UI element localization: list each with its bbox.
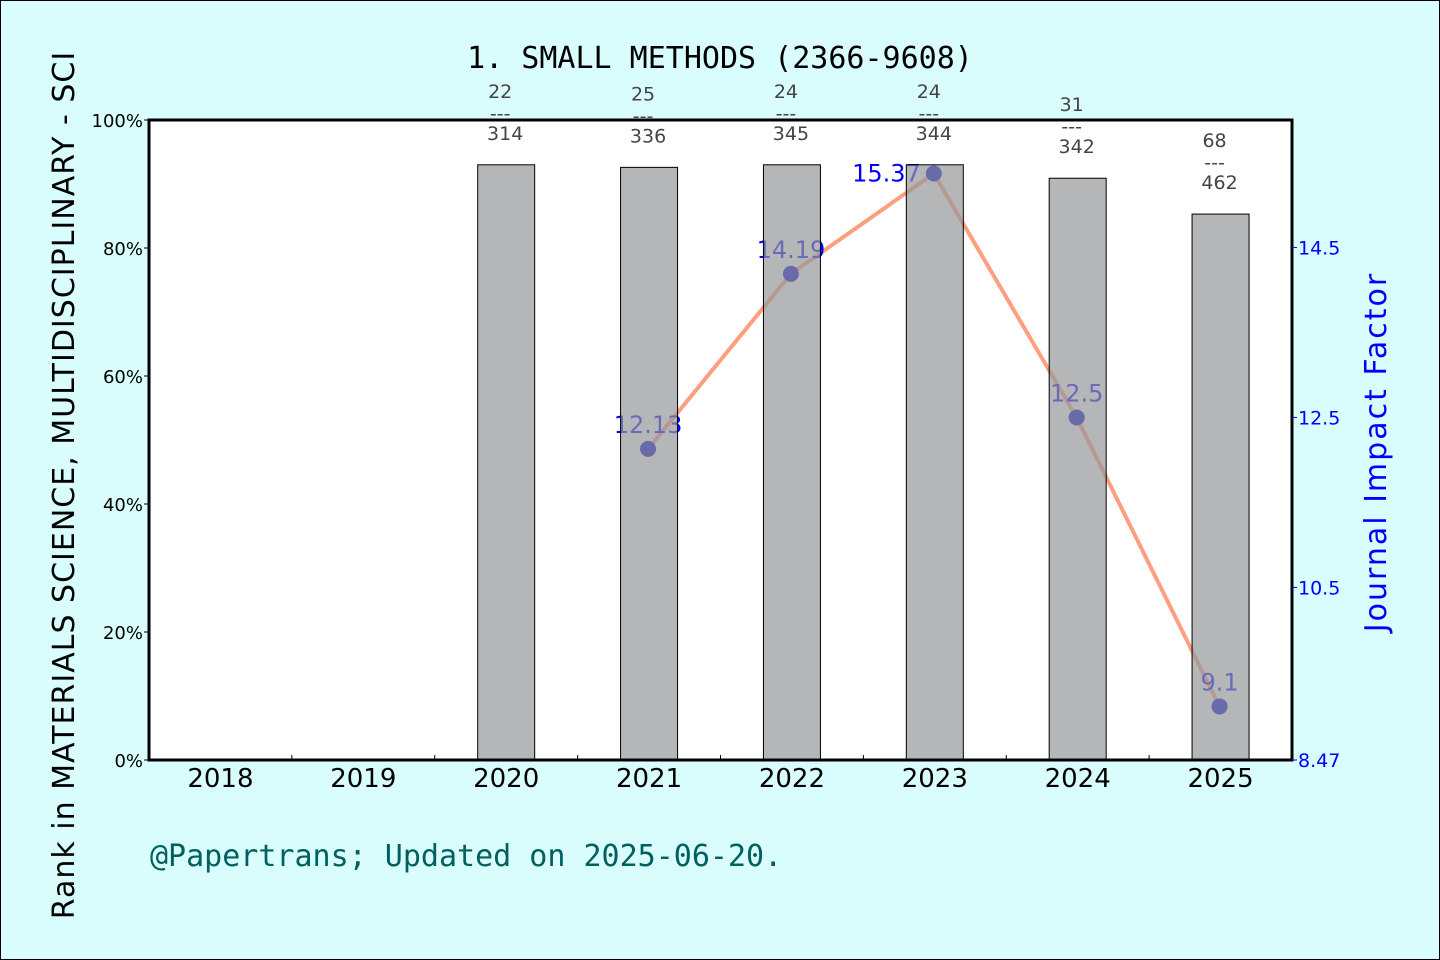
left-axis-tick-label: 60% <box>103 367 143 388</box>
right-axis-tick-label: 8.47 <box>1298 750 1340 772</box>
footer-credit: @Papertrans; Updated on 2025-06-20. <box>150 839 782 874</box>
rank-label: 68 <box>1202 130 1226 152</box>
rank-label: 31 <box>1060 94 1084 116</box>
x-axis-tick-label: 2021 <box>616 764 682 794</box>
x-axis-tick-label: 2019 <box>330 764 396 794</box>
rank-separator: --- <box>1204 152 1225 174</box>
left-axis-tick-label: 80% <box>103 239 143 260</box>
chart-title: 1. SMALL METHODS (2366-9608) <box>467 41 973 76</box>
plot-area <box>149 120 1292 760</box>
left-axis-tick-label: 20% <box>103 623 143 644</box>
x-axis-tick-label: 2022 <box>759 764 825 794</box>
x-axis-tick-label: 2018 <box>187 764 253 794</box>
left-axis-tick-label: 40% <box>103 495 143 516</box>
total-label: 345 <box>773 123 809 145</box>
right-axis-tick-label: 14.5 <box>1298 237 1340 259</box>
right-axis-label: Journal Impact Factor <box>1359 272 1394 634</box>
total-label: 462 <box>1201 172 1237 194</box>
x-axis-tick-label: 2023 <box>902 764 968 794</box>
left-axis-tick-label: 0% <box>114 751 143 772</box>
total-label: 342 <box>1059 136 1095 158</box>
rank-bar <box>762 164 821 761</box>
rank-bar <box>477 164 536 761</box>
right-axis-tick-label: 10.5 <box>1298 577 1340 599</box>
rank-label: 24 <box>774 81 798 103</box>
left-axis-label: Rank in MATERIALS SCIENCE, MULTIDISCIPLI… <box>47 51 82 919</box>
rank-bar <box>1048 177 1107 761</box>
rank-label: 25 <box>631 83 655 105</box>
rank-bar <box>620 166 679 761</box>
x-axis-tick-label: 2025 <box>1187 764 1253 794</box>
rank-bar <box>1191 213 1250 761</box>
total-label: 336 <box>630 125 666 147</box>
x-axis-tick-label: 2024 <box>1045 764 1111 794</box>
x-axis-tick-label: 2020 <box>473 764 539 794</box>
total-label: 314 <box>487 123 523 145</box>
left-axis-tick-label: 100% <box>92 111 143 132</box>
rank-separator: --- <box>1061 116 1082 138</box>
rank-bar <box>905 164 964 761</box>
rank-separator: --- <box>633 105 654 127</box>
right-axis-tick-label: 12.5 <box>1298 407 1340 429</box>
rank-label: 24 <box>917 81 941 103</box>
total-label: 344 <box>916 123 952 145</box>
rank-label: 22 <box>488 81 512 103</box>
